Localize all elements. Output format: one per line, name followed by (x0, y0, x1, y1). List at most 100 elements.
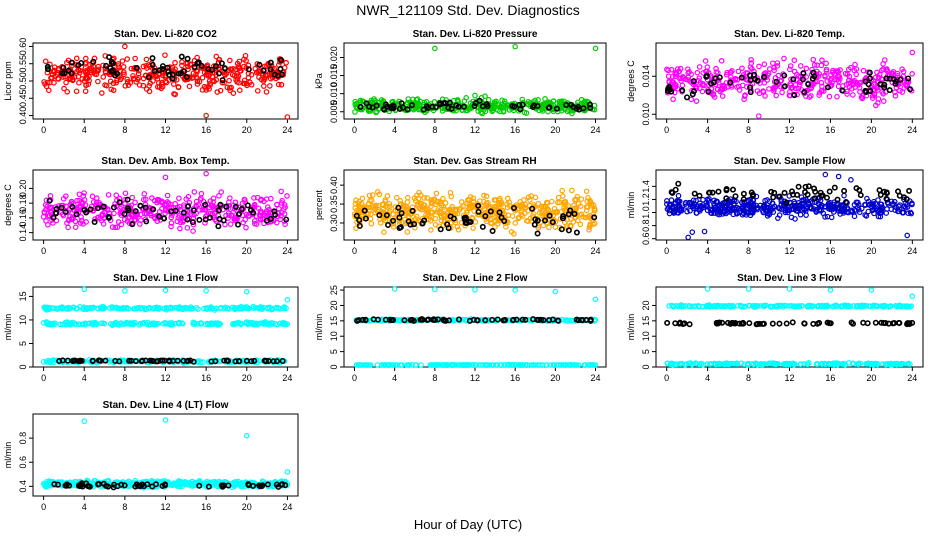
data-point (216, 57, 222, 63)
data-point (719, 93, 726, 99)
data-point-outlier (284, 114, 291, 120)
data-point (686, 321, 693, 328)
data-point (198, 62, 205, 69)
data-point (857, 192, 864, 199)
data-point (491, 102, 498, 108)
data-point (67, 76, 73, 83)
data-point (491, 99, 498, 105)
data-point (696, 64, 703, 70)
data-point (749, 192, 756, 199)
data-point (367, 215, 374, 222)
x-tick-label: 12 (784, 246, 794, 256)
x-tick-label: 16 (825, 246, 835, 256)
data-point (227, 221, 234, 227)
data-point (500, 108, 507, 114)
x-tick-label: 4 (392, 125, 397, 135)
data-point (689, 91, 696, 98)
data-point (217, 87, 224, 94)
data-point (443, 97, 449, 103)
data-point (198, 190, 205, 197)
data-point (675, 192, 682, 199)
data-point-outlier (162, 174, 169, 181)
data-point (105, 192, 112, 198)
data-point (718, 58, 725, 64)
data-point (732, 193, 739, 200)
data-point (896, 319, 903, 326)
data-point (227, 66, 234, 72)
data-point (872, 319, 879, 326)
data-point (132, 358, 139, 365)
data-points (40, 170, 290, 234)
plot-frame (343, 286, 607, 368)
data-point (202, 216, 209, 223)
data-point (40, 358, 47, 365)
data-point (275, 81, 282, 88)
data-point (417, 98, 424, 105)
data-point-outlier (822, 171, 829, 178)
y-tick-label: 0 (18, 364, 28, 369)
data-point (44, 66, 51, 73)
y-tick-label: 20 (641, 300, 651, 310)
data-point (70, 77, 76, 84)
x-tick-label: 12 (160, 125, 170, 135)
data-point (158, 81, 165, 87)
data-point (121, 71, 127, 78)
x-tick-label: 0 (41, 373, 46, 383)
y-tick-label: 0.8 (18, 432, 28, 445)
data-point (190, 228, 196, 234)
data-point (116, 199, 123, 206)
data-point (191, 189, 198, 195)
data-point-outlier (432, 286, 438, 293)
data-point (235, 73, 242, 79)
y-tick-label: 0.55 (18, 55, 28, 73)
data-point (810, 320, 817, 327)
data-point (183, 74, 190, 81)
data-point (191, 63, 198, 70)
data-points (353, 286, 599, 368)
x-tick-label: 4 (82, 125, 87, 135)
x-tick-label: 0 (41, 502, 46, 512)
data-point (781, 55, 787, 62)
data-point (267, 59, 274, 66)
data-point (51, 79, 57, 86)
data-point (583, 188, 590, 195)
data-point (876, 187, 883, 194)
data-point (237, 87, 243, 93)
data-point (143, 56, 150, 63)
data-point (172, 200, 179, 207)
data-point (740, 196, 747, 203)
y-tick-label: 1.2 (641, 193, 651, 206)
data-point (242, 52, 249, 59)
data-point (706, 189, 713, 196)
x-tick-label: 24 (591, 246, 601, 256)
data-point (664, 319, 671, 326)
data-point (76, 191, 83, 198)
data-point (221, 69, 228, 75)
x-tick-label: 4 (705, 373, 710, 383)
data-point (172, 59, 178, 66)
y-tick-label: 10 (18, 315, 28, 325)
data-point-outlier (512, 43, 518, 50)
data-point (203, 87, 210, 93)
data-point-outlier (592, 45, 599, 52)
x-tick-label: 4 (392, 373, 397, 383)
data-point (761, 61, 768, 68)
data-point (805, 81, 812, 88)
data-point (133, 64, 140, 71)
y-tick-label: 0.45 (18, 90, 28, 108)
data-point (141, 191, 148, 197)
data-point (145, 74, 152, 81)
data-point (479, 223, 486, 230)
data-point (207, 82, 214, 88)
data-point (113, 80, 119, 86)
x-tick-label: 8 (432, 125, 437, 135)
data-point (277, 66, 284, 73)
data-point (512, 220, 519, 226)
panel-title: Stan. Dev. Li-820 Pressure (413, 29, 538, 40)
data-point-outlier (827, 287, 834, 293)
data-point (766, 86, 772, 92)
x-tick-label: 12 (784, 373, 794, 383)
data-point (519, 96, 526, 103)
